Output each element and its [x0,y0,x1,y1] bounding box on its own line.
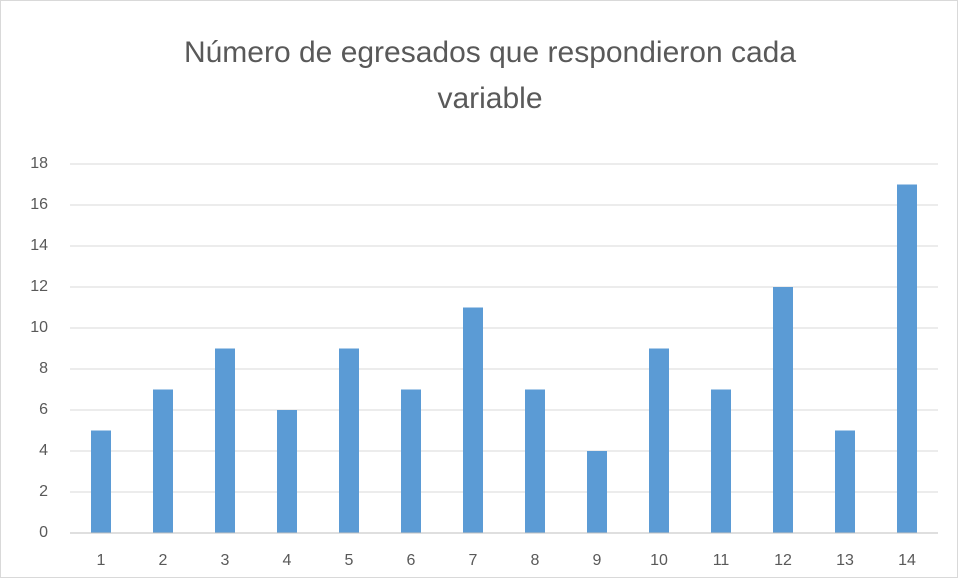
bar [649,348,669,533]
bar [215,348,235,533]
bar [525,389,545,533]
x-tick-label: 13 [836,552,854,569]
x-tick-label: 4 [283,552,292,569]
x-tick-label: 7 [469,552,478,569]
x-tick-label: 3 [221,552,230,569]
bar [277,410,297,533]
y-tick-label: 10 [30,319,48,336]
y-tick-label: 18 [30,155,48,172]
bar [897,184,917,533]
bar [339,348,359,533]
x-tick-label: 9 [593,552,602,569]
chart-title: Número de egresados que respondieron cad… [183,36,797,115]
bar [835,430,855,533]
y-tick-label: 2 [39,483,48,500]
bar [587,451,607,533]
bar [463,307,483,533]
y-tick-label: 16 [30,196,48,213]
x-tick-label: 1 [97,552,106,569]
bar [773,287,793,533]
x-tick-label: 11 [713,552,730,569]
y-tick-label: 4 [39,442,48,459]
bar [401,389,421,533]
bar [711,389,731,533]
y-tick-label: 8 [39,360,48,377]
bar [91,430,111,533]
x-tick-label: 12 [774,552,792,569]
y-tick-label: 12 [30,278,48,295]
x-tick-label: 14 [898,552,916,569]
bar [153,389,173,533]
x-tick-label: 8 [531,552,540,569]
y-tick-label: 6 [39,401,48,418]
x-tick-label: 6 [407,552,416,569]
x-tick-label: 2 [159,552,168,569]
y-tick-label: 14 [30,237,48,254]
x-tick-label: 10 [650,552,668,569]
x-tick-label: 5 [345,552,354,569]
y-tick-label: 0 [39,524,48,541]
